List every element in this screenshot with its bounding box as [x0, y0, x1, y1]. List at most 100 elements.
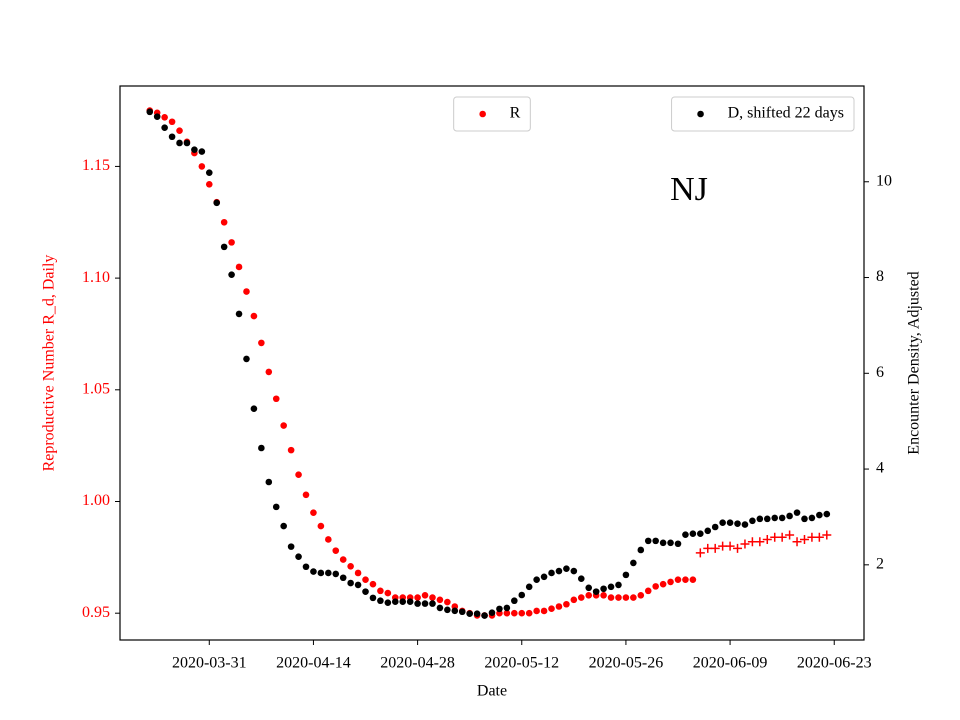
point [243, 355, 250, 363]
point [325, 569, 332, 577]
y2-tick-label: 10 [876, 172, 892, 189]
point [704, 527, 712, 535]
point [332, 570, 340, 578]
legend: D, shifted 22 days [671, 96, 855, 132]
point [258, 444, 265, 452]
point [280, 422, 287, 429]
point [444, 598, 451, 606]
point [667, 539, 674, 547]
plus-point [755, 537, 765, 547]
plus-point [725, 541, 735, 551]
point [644, 537, 652, 545]
point [377, 597, 384, 605]
point [399, 598, 407, 605]
x-tick-label: 2020-03-31 [172, 655, 247, 672]
point [756, 515, 764, 523]
point [659, 580, 667, 588]
plus-point [814, 532, 824, 542]
point [302, 563, 310, 571]
plus-point [740, 539, 750, 549]
point [228, 271, 235, 278]
point [652, 537, 659, 545]
point [622, 594, 630, 601]
plot-frame [119, 85, 865, 641]
point [198, 148, 206, 155]
point [652, 583, 659, 590]
point [421, 600, 429, 607]
plus-point [792, 537, 802, 547]
point [615, 594, 622, 601]
point [525, 609, 533, 617]
point [287, 446, 295, 454]
point [734, 520, 741, 527]
point [220, 218, 228, 226]
x-tick-label: 2020-05-12 [484, 655, 559, 672]
x-tick-label: 2020-06-23 [797, 655, 872, 672]
point [317, 569, 325, 577]
point [406, 598, 414, 605]
point [310, 568, 317, 575]
point [220, 243, 228, 251]
point [793, 509, 801, 516]
point [600, 585, 607, 593]
x-axis-label: Date [477, 683, 507, 700]
point [235, 310, 243, 318]
point [540, 607, 548, 615]
plus-point [710, 543, 720, 553]
plus-point [785, 530, 795, 540]
point [295, 471, 302, 478]
plus-point [762, 534, 772, 544]
plus-point [733, 543, 743, 553]
point [243, 288, 250, 295]
point [213, 199, 221, 207]
point [436, 604, 444, 612]
point [711, 523, 719, 531]
point [488, 609, 496, 617]
point [436, 596, 444, 604]
point [778, 514, 786, 522]
y2-tick-label: 2 [876, 555, 884, 572]
point [414, 600, 421, 607]
point [496, 605, 503, 613]
point [548, 569, 555, 577]
point [161, 124, 168, 131]
point [369, 594, 377, 602]
point [511, 597, 518, 605]
point [481, 612, 488, 619]
point [719, 519, 726, 526]
point [205, 180, 213, 188]
point [191, 146, 198, 153]
point [570, 596, 578, 604]
plus-point [695, 548, 705, 558]
x-tick-label: 2020-04-28 [380, 655, 455, 672]
plus-point [822, 530, 832, 540]
point [741, 521, 749, 528]
point [689, 530, 697, 538]
point [600, 592, 607, 599]
point [607, 594, 615, 601]
point [518, 609, 526, 617]
point [444, 606, 451, 614]
y-tick-label: 1.15 [82, 157, 110, 174]
point [354, 581, 362, 589]
point [689, 576, 697, 583]
point [503, 609, 511, 617]
point [429, 594, 436, 601]
point [808, 514, 816, 522]
y-tick-label: 0.95 [82, 604, 110, 621]
point [615, 581, 622, 589]
legend-marker [479, 110, 486, 118]
point [369, 580, 377, 588]
point [577, 575, 585, 583]
point [577, 594, 585, 601]
point [362, 588, 369, 595]
plus-point [777, 532, 787, 542]
plus-point [799, 534, 809, 544]
point [272, 503, 280, 511]
point [347, 562, 354, 570]
point [644, 587, 652, 595]
legend: R [453, 96, 531, 132]
point [421, 592, 429, 599]
legend-label: D, shifted 22 days [728, 105, 844, 122]
y-tick-label: 1.05 [82, 380, 110, 397]
